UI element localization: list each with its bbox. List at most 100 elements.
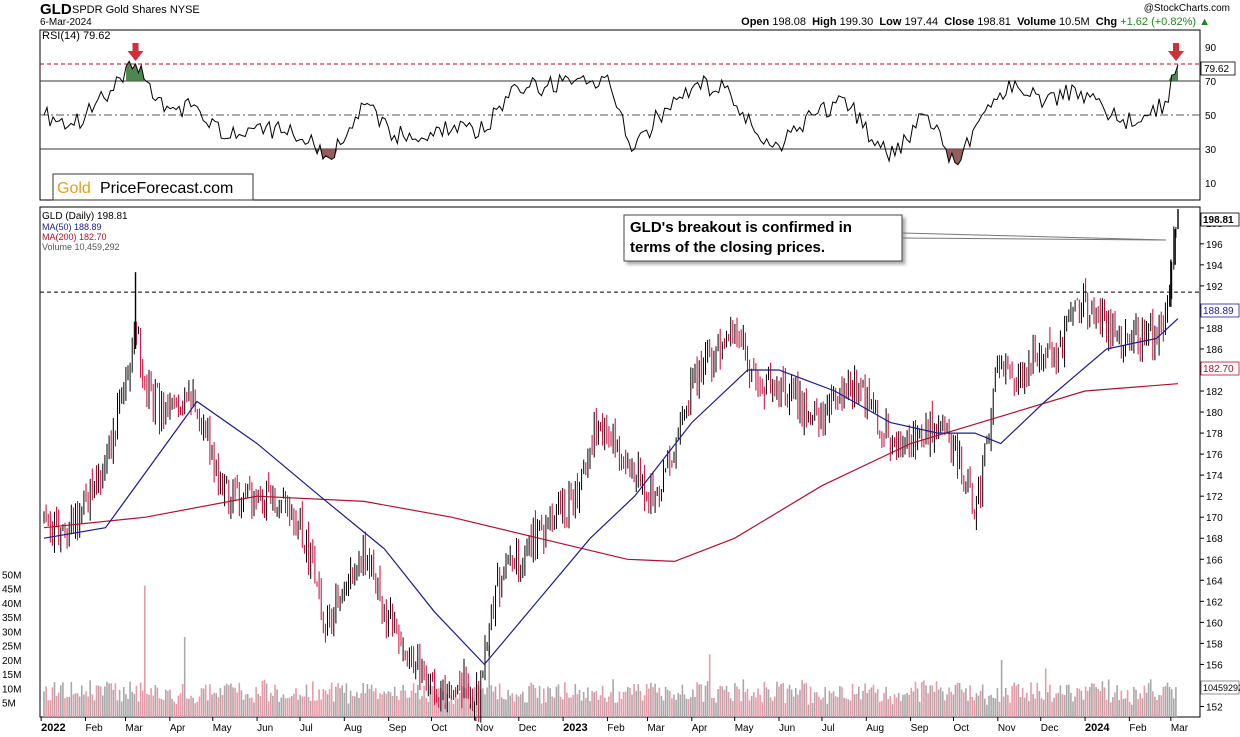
volume-bar	[841, 687, 843, 717]
volume-bar	[1040, 698, 1043, 717]
volume-tick-25M: 25M	[2, 642, 21, 653]
volume-bar	[1021, 687, 1024, 717]
volume-bar	[179, 693, 182, 717]
volume-bar	[509, 695, 511, 717]
high-value: 199.30	[839, 16, 874, 28]
volume-bar	[301, 696, 304, 717]
volume-bar	[872, 684, 875, 717]
rsi-panel: 10 30 50 70 90 RSI(14) 79.62 79.62	[39, 29, 1236, 201]
volume-bar	[908, 694, 910, 717]
volume-bar	[532, 684, 535, 717]
volume-bar	[944, 700, 946, 717]
time-axis-labels: 2022 Feb Mar Apr May Jun Jul Aug Sep Oct Nov Dec 202…	[40, 717, 1189, 734]
volume-bar	[1116, 685, 1118, 717]
volume-bar	[981, 684, 984, 717]
volume-bar	[190, 695, 192, 717]
volume-bar	[805, 682, 808, 717]
volume-bar	[631, 694, 633, 717]
volume-bar	[1128, 701, 1131, 717]
volume-bar	[820, 699, 822, 717]
volume-bar	[696, 682, 698, 717]
price-tick-178: 178	[1206, 429, 1223, 440]
volume-bar	[1017, 684, 1020, 717]
volume-bar	[740, 701, 742, 717]
volume-bar	[1065, 685, 1068, 717]
high-label: High	[812, 16, 837, 28]
volume-bar	[614, 702, 616, 717]
volume-bar	[1072, 701, 1074, 717]
volume-bar	[288, 697, 291, 717]
volume-bar	[561, 699, 564, 717]
ticker-symbol: GLD	[40, 1, 72, 18]
volume-bar	[333, 701, 335, 717]
volume-bar	[633, 684, 635, 717]
volume-bar	[200, 688, 203, 717]
volume-bar	[534, 687, 537, 717]
volume-bar	[291, 696, 293, 717]
price-tick-172: 172	[1206, 492, 1223, 503]
volume-bar	[954, 684, 957, 717]
volume-bar	[566, 692, 568, 717]
volume-bar	[536, 697, 539, 717]
goldpriceforecast-logo: Gold PriceForecast.com	[52, 173, 254, 201]
x-tick-Aug: Aug	[344, 723, 362, 734]
volume-bar	[213, 692, 215, 717]
volume-bar	[375, 688, 377, 717]
volume-bar	[70, 681, 73, 717]
volume-bar	[261, 680, 264, 717]
volume-bar	[469, 703, 472, 717]
volume-bar	[921, 681, 923, 717]
volume-bar	[1110, 702, 1112, 717]
volume-bar	[1042, 699, 1045, 717]
volume-bar	[148, 694, 150, 717]
volume-bar	[727, 691, 730, 717]
volume-bar	[385, 693, 388, 717]
volume-bar	[811, 703, 814, 717]
volume-bar	[339, 688, 341, 717]
volume-bar	[507, 689, 509, 717]
volume-bar	[624, 691, 627, 717]
volume-bar	[929, 685, 931, 717]
volume-bar	[156, 687, 159, 717]
volume-bar	[221, 695, 224, 717]
volume-bar	[813, 692, 816, 717]
volume-bar	[1143, 685, 1146, 717]
x-tick-Jul: Jul	[300, 723, 313, 734]
rsi-value-badge-box	[1200, 61, 1236, 76]
volume-bar	[204, 684, 207, 717]
volume-bar	[280, 697, 283, 717]
volume-bar	[137, 701, 140, 717]
volume-bar	[780, 684, 782, 717]
volume-bar	[687, 699, 690, 717]
volume-bar	[1053, 697, 1055, 717]
volume-bar	[123, 687, 125, 717]
price-legend: GLD (Daily) 198.81 MA(50) 188.89 MA(200)…	[42, 211, 128, 252]
volume-bar	[219, 687, 222, 717]
volume-bar	[887, 699, 889, 717]
price-tick-174: 174	[1206, 471, 1223, 482]
volume-bar	[935, 681, 938, 717]
volume-label: Volume	[1017, 16, 1056, 28]
volume-bar	[1147, 683, 1150, 717]
volume-bar	[1061, 694, 1064, 717]
volume-bar	[377, 698, 379, 717]
volume-bar	[1168, 687, 1171, 717]
price-tick-186: 186	[1206, 345, 1223, 356]
volume-bar	[505, 699, 507, 717]
volume-bar	[580, 700, 583, 717]
volume-bar	[719, 685, 721, 717]
volume-bar	[152, 695, 154, 717]
volume-bar	[381, 694, 383, 717]
rsi-value-badge: 79.62	[1204, 64, 1229, 75]
volume-bar	[1154, 696, 1156, 717]
volume-bar	[704, 685, 707, 717]
volume-bar	[1019, 697, 1022, 717]
volume-bar	[1164, 686, 1167, 717]
volume-bar	[803, 683, 805, 717]
volume-bar	[106, 681, 108, 717]
change-label: Chg	[1095, 16, 1118, 28]
volume-bar	[591, 690, 593, 717]
ma50-badge: 188.89	[1203, 306, 1234, 317]
copyright-link[interactable]: @StockCharts.com	[1143, 3, 1230, 14]
volume-bar	[322, 689, 325, 717]
